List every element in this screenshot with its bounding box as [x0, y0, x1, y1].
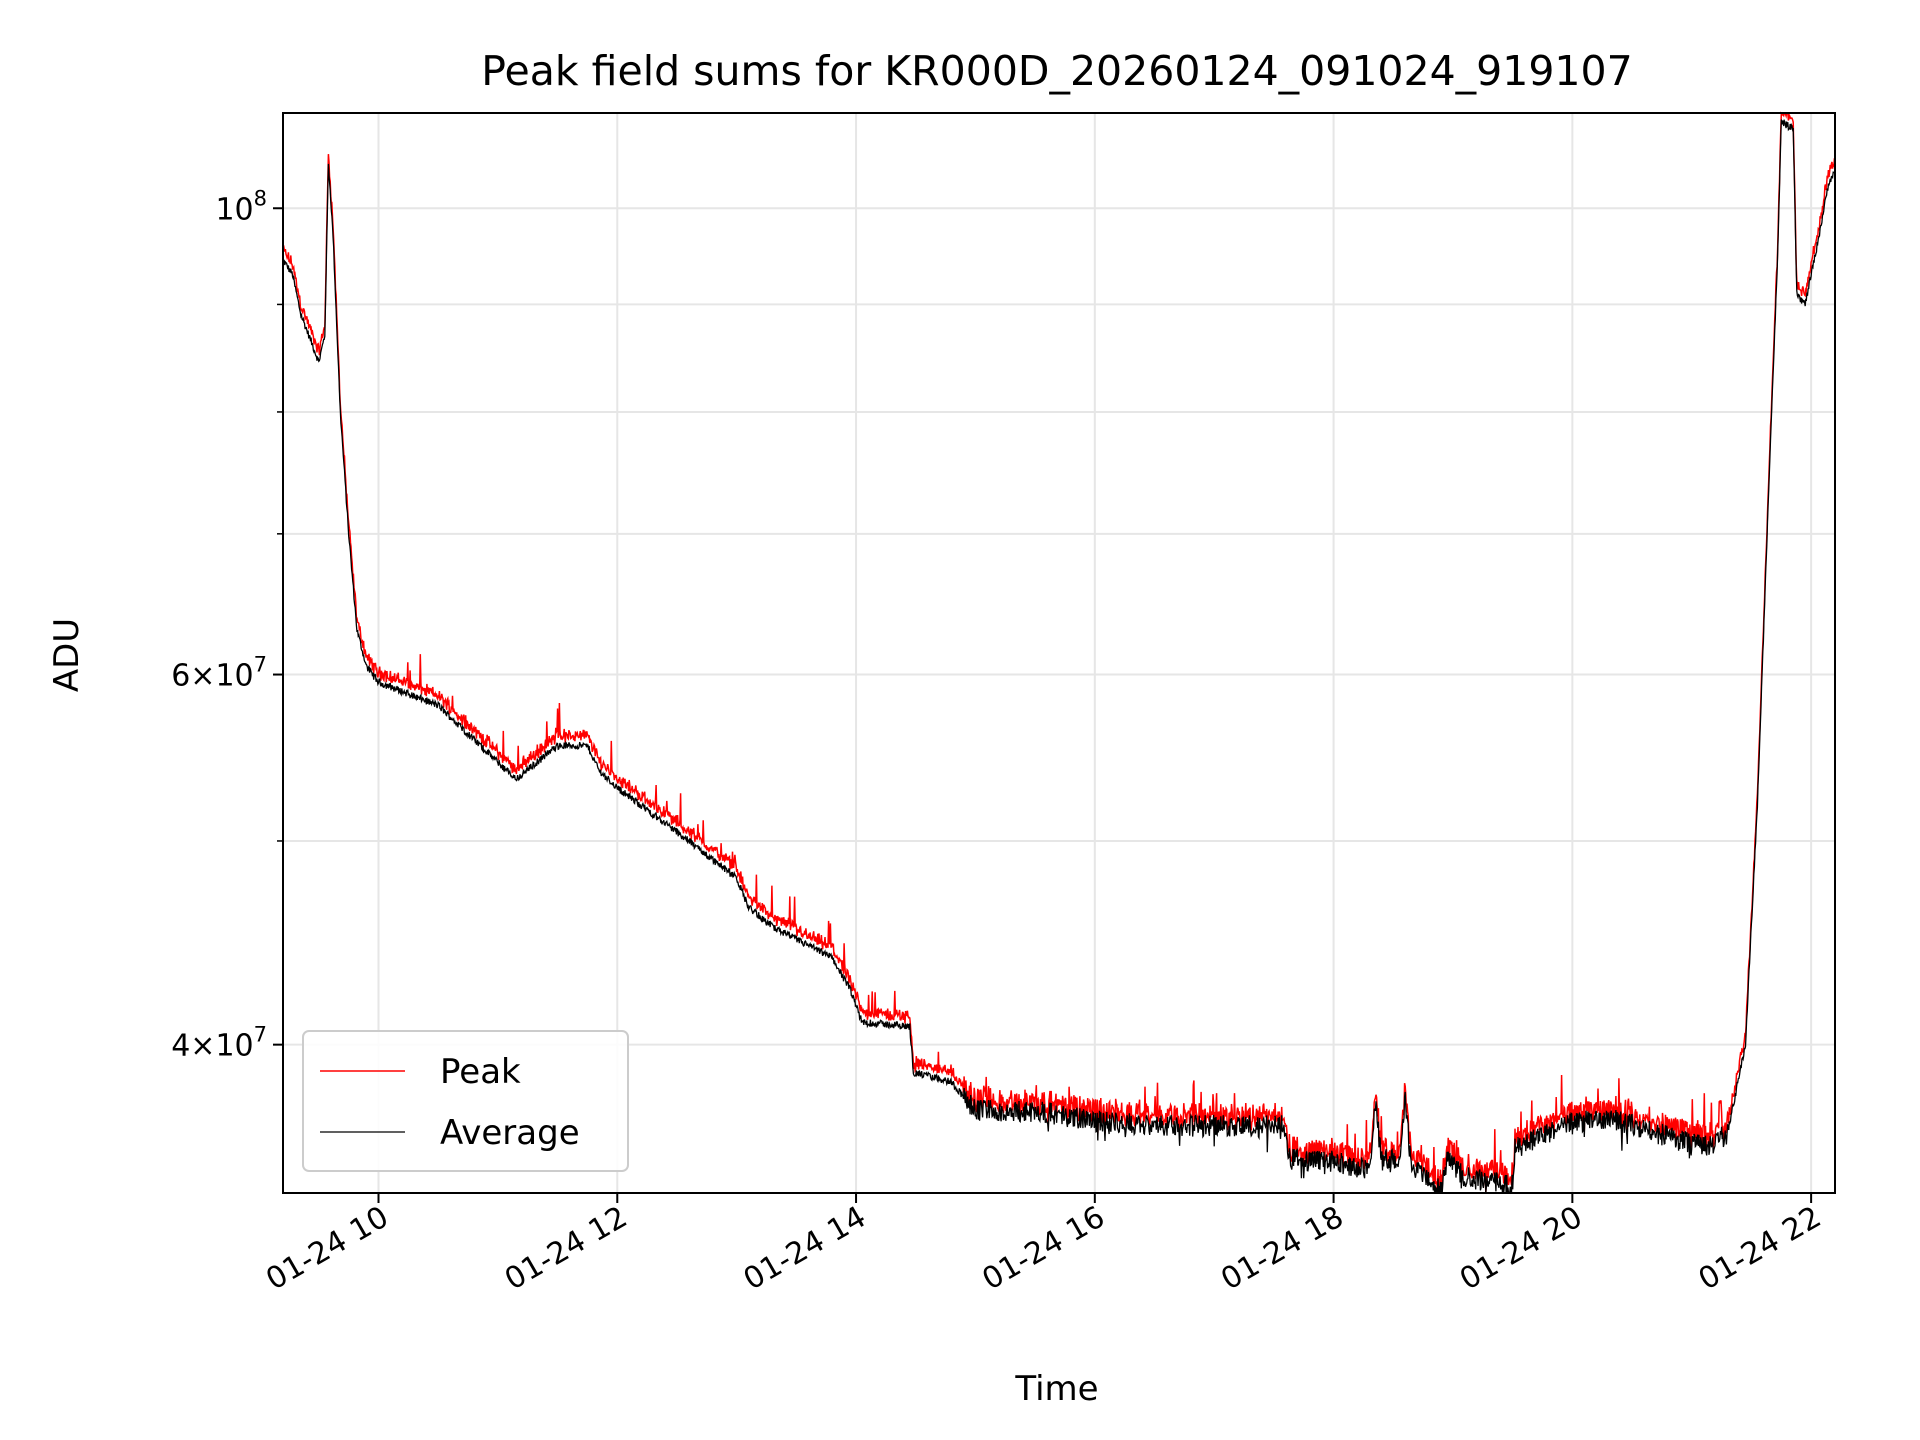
peak-series-line [282, 111, 1836, 1194]
axes-frame [282, 112, 1836, 1194]
legend: Peak Average [302, 1030, 629, 1172]
x-axis-label: Time [1014, 1369, 1098, 1409]
average-series-line [282, 118, 1836, 1195]
x-tick-label: 01-24 14 [738, 1200, 872, 1298]
legend-box [302, 1030, 629, 1172]
legend-peak-label: Peak [440, 1052, 521, 1092]
plot-area [282, 111, 1836, 1195]
x-tick-label: 01-24 20 [1454, 1200, 1588, 1298]
y-tick-label: 108 [215, 186, 267, 227]
x-tick-label: 01-24 16 [976, 1200, 1110, 1298]
grid-lines [283, 113, 1835, 1193]
x-tick-label: 01-24 22 [1693, 1200, 1827, 1298]
x-tick-label: 01-24 12 [499, 1200, 633, 1298]
x-tick-label: 01-24 18 [1215, 1200, 1349, 1298]
y-axis-label: ADU [47, 618, 87, 692]
x-tick-label: 01-24 10 [260, 1200, 394, 1298]
chart-title: Peak field sums for KR000D_20260124_0910… [481, 47, 1632, 95]
legend-average-label: Average [440, 1113, 580, 1153]
y-tick-label: 4×107 [171, 1023, 267, 1064]
y-tick-label: 6×107 [171, 653, 267, 694]
